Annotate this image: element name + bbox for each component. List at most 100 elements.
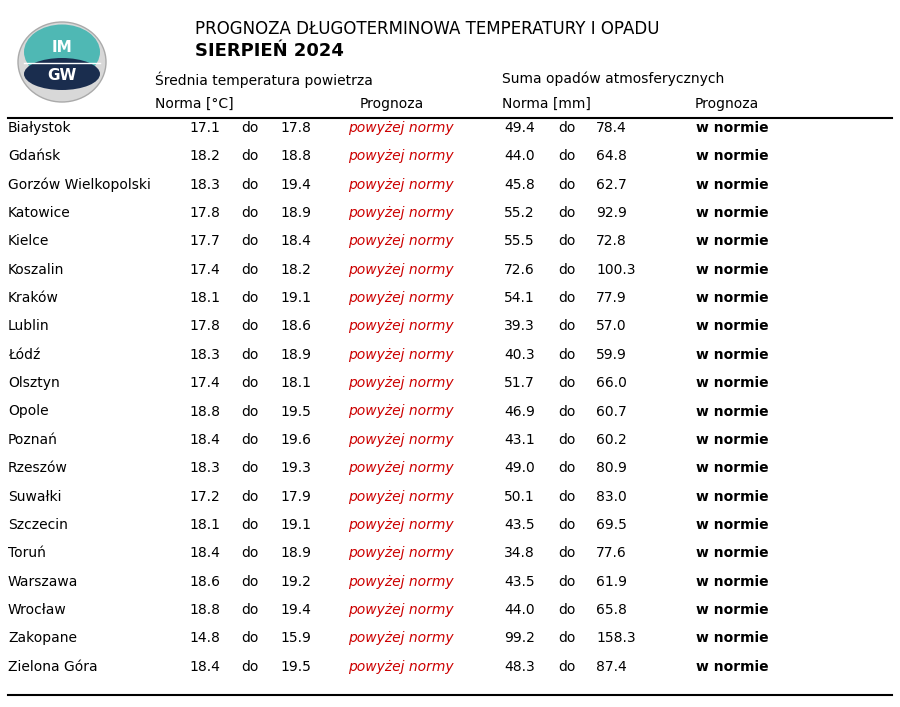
Text: w normie: w normie: [696, 518, 769, 532]
Text: w normie: w normie: [696, 149, 769, 163]
Text: 18.9: 18.9: [280, 547, 311, 560]
Text: 44.0: 44.0: [504, 149, 535, 163]
Text: 17.7: 17.7: [189, 235, 220, 248]
Text: 61.9: 61.9: [596, 575, 627, 589]
Text: 17.4: 17.4: [189, 263, 220, 276]
Text: do: do: [241, 206, 258, 220]
Text: w normie: w normie: [696, 547, 769, 560]
Text: do: do: [241, 461, 258, 475]
Text: powyżej normy: powyżej normy: [348, 547, 454, 560]
Text: 50.1: 50.1: [504, 489, 535, 503]
Text: do: do: [558, 291, 576, 305]
Text: Gdańsk: Gdańsk: [8, 149, 60, 163]
Text: do: do: [241, 433, 258, 447]
Text: Łódź: Łódź: [8, 348, 40, 362]
Text: 64.8: 64.8: [596, 149, 627, 163]
Text: powyżej normy: powyżej normy: [348, 206, 454, 220]
Text: 19.4: 19.4: [280, 603, 310, 617]
Text: 18.3: 18.3: [189, 177, 220, 192]
Text: 62.7: 62.7: [596, 177, 626, 192]
Text: do: do: [241, 121, 258, 135]
Text: w normie: w normie: [696, 263, 769, 276]
Text: Suwałki: Suwałki: [8, 489, 61, 503]
Text: powyżej normy: powyżej normy: [348, 235, 454, 248]
Text: 51.7: 51.7: [504, 376, 535, 390]
Text: w normie: w normie: [696, 235, 769, 248]
Text: powyżej normy: powyżej normy: [348, 121, 454, 135]
Text: do: do: [558, 547, 576, 560]
Text: 43.5: 43.5: [504, 518, 535, 532]
Ellipse shape: [24, 25, 100, 79]
Text: 18.2: 18.2: [280, 263, 310, 276]
Text: w normie: w normie: [696, 660, 769, 674]
Text: 18.3: 18.3: [189, 348, 220, 362]
Ellipse shape: [24, 58, 100, 90]
Text: 49.0: 49.0: [504, 461, 535, 475]
Text: w normie: w normie: [696, 206, 769, 220]
Text: Opole: Opole: [8, 404, 49, 419]
Text: 60.2: 60.2: [596, 433, 626, 447]
Text: 18.3: 18.3: [189, 461, 220, 475]
Text: powyżej normy: powyżej normy: [348, 575, 454, 589]
Text: powyżej normy: powyżej normy: [348, 433, 454, 447]
Text: do: do: [558, 433, 576, 447]
Text: IM: IM: [51, 40, 72, 56]
Text: 46.9: 46.9: [504, 404, 535, 419]
Text: do: do: [241, 631, 258, 645]
Text: 19.5: 19.5: [280, 660, 310, 674]
Text: 18.4: 18.4: [189, 433, 220, 447]
Text: 48.3: 48.3: [504, 660, 535, 674]
Text: Toruń: Toruń: [8, 547, 46, 560]
Text: powyżej normy: powyżej normy: [348, 660, 454, 674]
Text: Szczecin: Szczecin: [8, 518, 68, 532]
Text: 18.8: 18.8: [189, 404, 220, 419]
Text: do: do: [558, 575, 576, 589]
Text: 17.2: 17.2: [189, 489, 220, 503]
Text: do: do: [558, 631, 576, 645]
Text: 66.0: 66.0: [596, 376, 627, 390]
Text: 17.8: 17.8: [189, 320, 220, 334]
Text: 78.4: 78.4: [596, 121, 626, 135]
Text: do: do: [241, 263, 258, 276]
Text: 18.8: 18.8: [280, 149, 311, 163]
Text: powyżej normy: powyżej normy: [348, 376, 454, 390]
Text: do: do: [241, 518, 258, 532]
Text: 18.1: 18.1: [189, 518, 220, 532]
Text: do: do: [558, 348, 576, 362]
Text: w normie: w normie: [696, 177, 769, 192]
Text: 19.1: 19.1: [280, 518, 311, 532]
Text: w normie: w normie: [696, 461, 769, 475]
Text: do: do: [241, 547, 258, 560]
Text: 44.0: 44.0: [504, 603, 535, 617]
Text: Olsztyn: Olsztyn: [8, 376, 59, 390]
Text: 43.1: 43.1: [504, 433, 535, 447]
Text: Rzeszów: Rzeszów: [8, 461, 68, 475]
Text: Warszawa: Warszawa: [8, 575, 78, 589]
Text: 43.5: 43.5: [504, 575, 535, 589]
Text: Prognoza: Prognoza: [695, 97, 760, 111]
Text: PROGNOZA DŁUGOTERMINOWA TEMPERATURY I OPADU: PROGNOZA DŁUGOTERMINOWA TEMPERATURY I OP…: [195, 20, 660, 38]
Text: Zakopane: Zakopane: [8, 631, 77, 645]
Text: do: do: [558, 206, 576, 220]
Text: 18.4: 18.4: [280, 235, 310, 248]
Text: do: do: [558, 489, 576, 503]
Text: do: do: [558, 121, 576, 135]
Text: w normie: w normie: [696, 320, 769, 334]
Text: do: do: [558, 518, 576, 532]
Text: do: do: [241, 235, 258, 248]
Text: powyżej normy: powyżej normy: [348, 149, 454, 163]
Text: powyżej normy: powyżej normy: [348, 177, 454, 192]
Text: 18.1: 18.1: [189, 291, 220, 305]
Text: Średnia temperatura powietrza: Średnia temperatura powietrza: [155, 72, 373, 88]
Text: Katowice: Katowice: [8, 206, 71, 220]
Text: do: do: [241, 404, 258, 419]
Text: do: do: [241, 376, 258, 390]
Text: Kielce: Kielce: [8, 235, 50, 248]
Text: 100.3: 100.3: [596, 263, 635, 276]
Text: Prognoza: Prognoza: [360, 97, 424, 111]
Text: powyżej normy: powyżej normy: [348, 263, 454, 276]
Text: 18.4: 18.4: [189, 547, 220, 560]
Text: w normie: w normie: [696, 575, 769, 589]
Text: Białystok: Białystok: [8, 121, 72, 135]
Text: do: do: [558, 149, 576, 163]
